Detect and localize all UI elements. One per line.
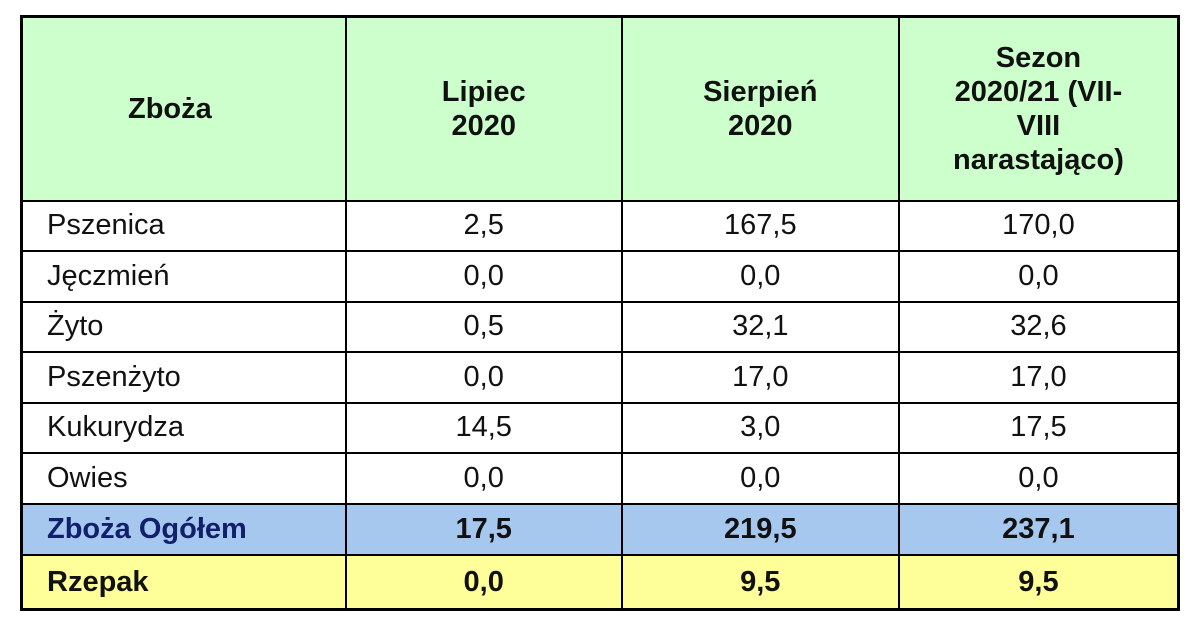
header-cell: Sierpień 2020 [620, 15, 900, 202]
rape-row: Rzepak 0,0 9,5 9,5 [20, 554, 1180, 611]
head-row: Zboża Lipiec 2020 Sierpień 2020 Sezon 2020/… [20, 15, 1180, 202]
value-cell: 0,0 [620, 452, 900, 505]
value-cell: 17,5 [897, 401, 1180, 455]
row-label: Kukurydza [20, 401, 347, 455]
row-label: Owies [20, 452, 347, 505]
header-text: Zboża [128, 92, 212, 125]
data-table: Zboża Lipiec 2020 Sierpień 2020 Sezon 2020/… [20, 15, 1180, 611]
row-label: Jęczmień [20, 250, 347, 303]
row-label: Żyto [20, 300, 347, 354]
value-cell: 0,0 [344, 554, 623, 611]
value-cell: 0,0 [344, 351, 623, 404]
header-text: Lipiec 2020 [441, 75, 526, 142]
value-cell: 0,5 [344, 300, 623, 354]
value-cell: 0,0 [897, 452, 1180, 505]
value-cell: 17,0 [620, 351, 900, 404]
value-cell: 0,0 [897, 250, 1180, 303]
value-cell: 14,5 [344, 401, 623, 455]
row-label: Pszenżyto [20, 351, 347, 404]
row-label: Zboża Ogółem [20, 502, 347, 557]
value-cell: 0,0 [344, 452, 623, 505]
value-cell: 3,0 [620, 401, 900, 455]
value-cell: 2,5 [344, 199, 623, 253]
value-cell: 0,0 [620, 250, 900, 303]
header-cell: Zboża [20, 15, 347, 202]
value-cell: 0,0 [344, 250, 623, 303]
value-cell: 17,5 [344, 502, 623, 557]
value-cell: 167,5 [620, 199, 900, 253]
row-label: Pszenica [20, 199, 347, 253]
value-cell: 219,5 [620, 502, 900, 557]
body-row: Owies 0,0 0,0 0,0 [20, 452, 1180, 505]
header-cell: Lipiec 2020 [344, 15, 623, 202]
header-text: Sezon 2020/21 (VII-VIII narastająco) [953, 41, 1124, 176]
header-cell: Sezon 2020/21 (VII-VIII narastająco) [897, 15, 1180, 202]
value-cell: 17,0 [897, 351, 1180, 404]
body-row: Kukurydza 14,5 3,0 17,5 [20, 401, 1180, 455]
header-text: Sierpień 2020 [703, 75, 818, 142]
value-cell: 9,5 [897, 554, 1180, 611]
row-label: Rzepak [20, 554, 347, 611]
body-row: Żyto 0,5 32,1 32,6 [20, 300, 1180, 354]
value-cell: 170,0 [897, 199, 1180, 253]
value-cell: 32,1 [620, 300, 900, 354]
value-cell: 9,5 [620, 554, 900, 611]
total-row: Zboża Ogółem 17,5 219,5 237,1 [20, 502, 1180, 557]
body-row: Pszenżyto 0,0 17,0 17,0 [20, 351, 1180, 404]
value-cell: 237,1 [897, 502, 1180, 557]
body-row: Pszenica 2,5 167,5 170,0 [20, 199, 1180, 253]
value-cell: 32,6 [897, 300, 1180, 354]
body-row: Jęczmień 0,0 0,0 0,0 [20, 250, 1180, 303]
